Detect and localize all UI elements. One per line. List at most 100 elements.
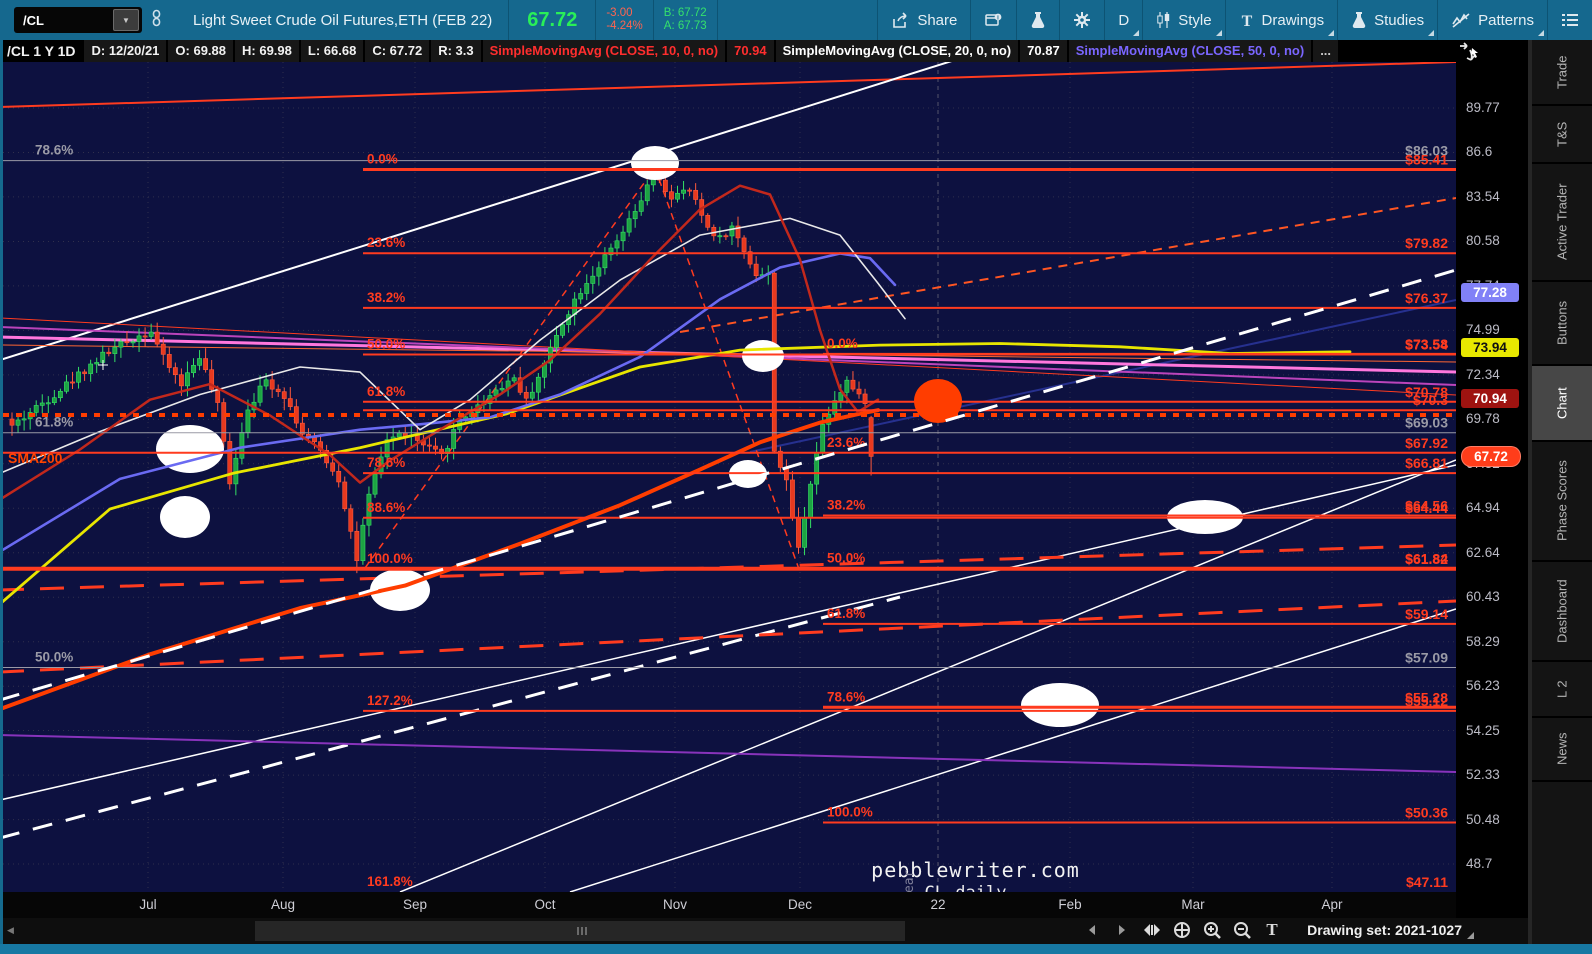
zoom-out-icon[interactable]: [1232, 920, 1252, 940]
price-tick: 64.94: [1466, 500, 1500, 516]
moving-average-sma100-yellow[interactable]: [3, 342, 1352, 605]
svg-text:i: i: [998, 15, 1000, 21]
fib-retracement-1[interactable]: 0.0% 23.6% 38.2% 50.0% 61.8% 78.6% 88.6% 100.0%…: [367, 152, 413, 889]
instrument-title: Light Sweet Crude Oil Futures,ETH (FEB 2…: [193, 11, 493, 29]
sidebar-tab-chart[interactable]: Chart: [1532, 366, 1592, 442]
svg-text:78.6%: 78.6%: [35, 143, 73, 158]
month-label-Nov: Nov: [662, 897, 687, 912]
style-button[interactable]: Style: [1142, 0, 1224, 40]
svg-text:$79.82: $79.82: [1405, 235, 1448, 251]
menu-button[interactable]: [1547, 0, 1592, 40]
sidebar-tab-active-trader[interactable]: Active Trader: [1532, 164, 1592, 282]
share-button[interactable]: Share: [877, 0, 970, 40]
moving-average-sma10[interactable]: [3, 184, 880, 500]
studies-button[interactable]: Studies: [1337, 0, 1437, 40]
white-dashed-trendline[interactable]: [3, 268, 1456, 701]
zoom-in-icon[interactable]: [1202, 920, 1222, 940]
ohlc-field: L: 66.68: [300, 40, 364, 62]
sidebar-tab-news[interactable]: News: [1532, 718, 1592, 782]
button-label: Style: [1178, 11, 1212, 29]
svg-text:$64.56: $64.56: [1405, 497, 1448, 513]
window-bottom-edge: [0, 944, 1592, 954]
button-label: Drawings: [1261, 11, 1325, 29]
price-tick: 86.6: [1466, 144, 1493, 160]
svg-text:38.2%: 38.2%: [367, 290, 405, 305]
price-axis[interactable]: 89.7786.683.5480.5877.7474.9972.3469.786…: [1456, 62, 1532, 892]
candles-icon: [1156, 11, 1171, 29]
pan-mode-icon[interactable]: [1172, 920, 1192, 940]
symbol-text: /CL: [23, 12, 44, 28]
sidebar-tab-buttons[interactable]: Buttons: [1532, 282, 1592, 366]
svg-text:$69.03: $69.03: [1405, 415, 1448, 431]
crosshair-marker: [98, 360, 108, 370]
chart-canvas[interactable]: $86.03 $85.41 $79.82 $76.37 $73.58 $73.54 $70.…: [3, 62, 1456, 892]
month-label-Feb: Feb: [1058, 897, 1082, 912]
cursor-tool-icon[interactable]: [1458, 42, 1484, 62]
price-tick: 58.29: [1466, 633, 1500, 649]
sidebar-tab-dashboard[interactable]: Dashboard: [1532, 562, 1592, 662]
price-tick: 48.7: [1466, 855, 1493, 871]
fit-width-icon[interactable]: [1142, 920, 1162, 940]
year-marker: 2022 year: [902, 850, 918, 892]
link-icon[interactable]: [150, 9, 163, 32]
svg-text:100.0%: 100.0%: [367, 551, 413, 566]
price-tick: 80.58: [1466, 233, 1500, 249]
price-tick: 89.77: [1466, 100, 1500, 115]
month-label-Dec: Dec: [787, 897, 812, 912]
svg-text:0.0%: 0.0%: [827, 336, 858, 351]
svg-text:50.0%: 50.0%: [35, 649, 73, 664]
last-price: 67.72: [527, 8, 578, 31]
svg-text:$70.78: $70.78: [1405, 384, 1448, 400]
study-label[interactable]: SimpleMovingAvg (CLOSE, 20, 0, no): [775, 40, 1019, 62]
sidebar-tab-phase-scores[interactable]: Phase Scores: [1532, 442, 1592, 562]
drawing-set-label[interactable]: Drawing set: 2021-1027: [1307, 922, 1462, 938]
settings-button[interactable]: [1059, 0, 1104, 40]
study-value: 70.94: [727, 40, 774, 62]
price-tick: 52.33: [1466, 767, 1500, 783]
study-label[interactable]: SimpleMovingAvg (CLOSE, 50, 0, no): [1068, 40, 1312, 62]
price-levels[interactable]: $86.03$85.41 $79.82 $76.37 $73.58$73.54 $70.…: [3, 143, 1456, 890]
text-note-icon[interactable]: T: [1266, 920, 1278, 939]
pan-left-icon[interactable]: [1082, 920, 1102, 940]
svg-text:$86.03: $86.03: [1405, 143, 1448, 159]
chart-scrollbar[interactable]: [255, 921, 905, 941]
month-label-Mar: Mar: [1181, 897, 1205, 912]
flask-icon: [1030, 11, 1046, 29]
study-label[interactable]: SimpleMovingAvg (CLOSE, 10, 0, no): [482, 40, 726, 62]
scroll-left-icon[interactable]: ◀: [7, 925, 14, 935]
patterns-button[interactable]: Patterns: [1437, 0, 1547, 40]
orange-ellipse-annotation[interactable]: [914, 379, 962, 423]
flask-icon: [1351, 11, 1367, 29]
fib-retracement-gray[interactable]: 78.6% 61.8% 50.0%: [35, 143, 73, 665]
moving-average-sma20[interactable]: [3, 217, 906, 473]
chart-status-header: /CL 1 Y 1D D: 12/20/21 O: 69.88 H: 69.98 L:…: [0, 40, 1532, 62]
analyze-button[interactable]: [1016, 0, 1059, 40]
symbol-input[interactable]: /CL ▼: [14, 7, 142, 33]
symbol-dropdown-button[interactable]: ▼: [113, 9, 139, 31]
sidebar-tab-l-2[interactable]: L 2: [1532, 662, 1592, 718]
study-value: 70.87: [1020, 40, 1067, 62]
svg-text:$70.3: $70.3: [1413, 392, 1448, 408]
time-axis[interactable]: Jul Aug Sep Oct Nov Dec 22 Feb Mar Apr: [3, 892, 1456, 918]
price-tick: 56.23: [1466, 678, 1500, 694]
svg-text:$76.37: $76.37: [1405, 290, 1448, 306]
share-icon: [891, 11, 910, 29]
sidebar-tab-trade[interactable]: Trade: [1532, 40, 1592, 106]
svg-text:T: T: [1241, 13, 1252, 29]
price-tick: 62.64: [1466, 544, 1500, 560]
svg-text:61.8%: 61.8%: [35, 415, 73, 430]
notes-button[interactable]: i: [970, 0, 1016, 40]
timeframe-button[interactable]: D: [1104, 0, 1142, 40]
svg-text:$61.82: $61.82: [1405, 551, 1448, 567]
drawings-button[interactable]: T Drawings: [1224, 0, 1338, 40]
scrollbar-handle[interactable]: [575, 927, 589, 935]
button-label: Share: [917, 11, 958, 29]
sidebar-tab-t-s[interactable]: T&S: [1532, 106, 1592, 164]
svg-text:$47.11: $47.11: [1406, 874, 1448, 890]
svg-text:$67.92: $67.92: [1405, 435, 1448, 451]
pan-right-icon[interactable]: [1112, 920, 1132, 940]
price-tick: 60.43: [1466, 589, 1500, 605]
moving-average-sma200[interactable]: [3, 408, 880, 711]
month-label-Apr: Apr: [1321, 897, 1343, 912]
